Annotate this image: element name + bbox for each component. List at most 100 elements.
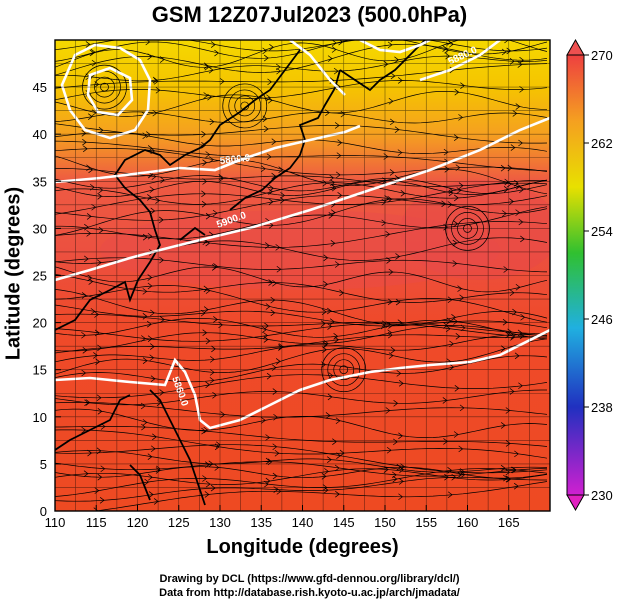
streamline-arrow [100,465,106,473]
streamline-arrow [327,323,333,330]
streamline-arrow [147,194,152,201]
streamline-arrow [82,138,87,146]
streamline-arrow [213,316,218,323]
streamline-arrow [263,54,269,62]
streamline-arrow [512,308,517,316]
colorbar-tick-label: 238 [591,400,613,415]
streamline-arrow [330,179,335,186]
streamline-arrow [202,329,208,336]
credit-data: Data from http://database.rish.kyoto-u.a… [159,587,460,599]
x-tick-label: 150 [374,515,396,530]
streamline-arrow [81,292,87,299]
streamline-arrow [149,354,155,362]
streamline-arrow [278,344,283,351]
streamline-arrow [503,474,508,482]
streamline-arrow [505,440,511,447]
x-tick-label: 120 [127,515,149,530]
streamline-arrow [269,44,274,51]
streamline-arrow [381,219,387,227]
streamline-arrow [96,394,102,402]
streamline-arrow [268,222,274,229]
streamline-arrow [451,473,457,481]
streamline-arrow [456,187,462,194]
streamline-arrow [515,283,521,291]
streamline-arrow [81,130,87,137]
streamline-arrow [147,282,153,290]
colorbar-body [566,54,585,496]
streamline-arrow [211,345,216,353]
x-tick-label: 145 [333,515,355,530]
streamline-arrow [219,78,225,85]
streamline-arrow [451,314,457,321]
streamline-arrow [512,110,518,117]
streamline-arrow [91,59,97,67]
streamline-arrow [510,144,516,151]
y-tick-label: 20 [33,316,47,331]
streamline-arrow [272,472,278,480]
streamline-arrow [159,256,164,264]
y-tick-label: 15 [33,363,47,378]
streamline-arrow [209,377,215,384]
streamline-arrow [147,453,153,460]
streamline-arrow [520,313,526,321]
x-tick-label: 160 [457,515,479,530]
grid [55,40,550,511]
streamline-arrow [209,369,215,376]
streamline-arrow [95,358,101,365]
streamline-arrow [326,307,332,315]
streamline-arrow [501,48,507,56]
streamline-arrow [448,187,454,195]
streamline-arrow [388,268,394,276]
streamline-arrow [500,464,506,472]
streamline-arrow [500,164,506,172]
streamline-arrow [449,363,455,371]
streamline-arrow [327,393,333,401]
streamline-arrow [503,266,509,273]
streamline-arrow [519,332,525,340]
streamline-arrow [87,113,93,120]
x-axis-ticks: 110 115 120 125 130 135 140 145 150 155 160 165 [45,505,520,530]
streamline-arrow [339,289,345,297]
x-tick-label: 125 [168,515,190,530]
streamline [55,221,548,248]
streamline-arrow [202,159,208,166]
streamline-arrow [149,186,155,193]
streamline [55,55,548,82]
streamline-arrow [518,382,523,390]
streamline-arrow [149,343,155,350]
streamline-arrow [331,46,337,53]
streamline-arrow [392,475,398,483]
streamline-arrow [207,93,213,101]
streamline-arrow [274,449,280,457]
streamline-arrow [86,230,92,237]
colorbar-top-arrow [566,38,585,56]
streamline-arrow [142,313,148,320]
streamline-arrow [83,255,89,263]
y-tick-label: 10 [33,410,47,425]
streamline-arrow [458,182,464,189]
streamline-arrow [148,491,154,498]
streamline-arrow [518,218,524,226]
streamline-arrow [505,407,511,414]
streamline-arrow [265,242,270,249]
streamline-arrow [453,431,459,438]
streamline-arrow [515,103,521,110]
streamline-arrow [387,196,393,203]
streamline [55,426,548,447]
streamline-arrow [97,193,103,200]
streamline-arrow [266,153,272,161]
streamline [55,198,548,236]
streamline-arrow [140,402,146,410]
streamline-arrow [328,212,334,219]
streamline-arrow [264,322,269,330]
streamline-arrow [334,261,340,268]
streamline [55,179,548,205]
y-tick-label: 40 [33,127,47,142]
streamline-arrow [323,486,329,494]
streamline-arrow [323,254,329,262]
streamline-arrow [155,86,161,94]
streamline [55,338,548,375]
x-tick-label: 140 [292,515,314,530]
streamline [55,444,548,474]
streamline-arrow [334,122,340,129]
